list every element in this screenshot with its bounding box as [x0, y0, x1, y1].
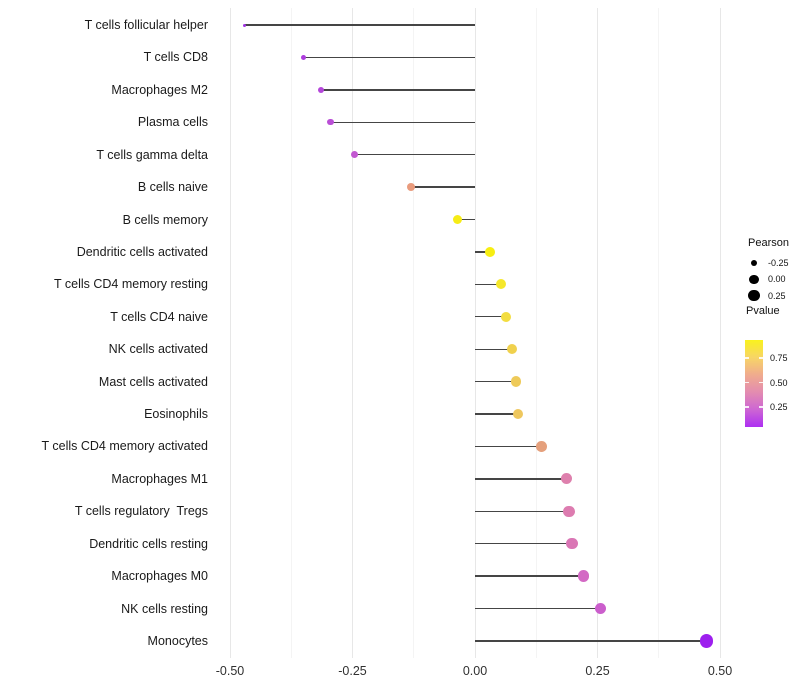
legend-size-dot	[750, 259, 758, 267]
legend-size-label: 0.00	[768, 274, 786, 285]
legend-size-label: -0.25	[768, 258, 789, 268]
data-point-dot	[317, 86, 324, 93]
lollipop-stem	[475, 607, 601, 610]
category-label: T cells follicular helper	[84, 18, 208, 32]
lollipop-stem	[475, 413, 519, 415]
lollipop-stem	[457, 218, 475, 221]
legend-size-label: 0.25	[768, 290, 786, 301]
legend-pvalue-title: Pvalue	[746, 305, 780, 317]
lollipop-stem	[475, 510, 570, 512]
pvalue-tick-label: 0.75	[770, 353, 788, 363]
legend-pearson-title: Pearson	[748, 237, 789, 249]
legend-pvalue-color: Pvalue 0.75 0.50 0.25	[742, 305, 800, 435]
lollipop-stem	[475, 575, 584, 577]
lollipop-stem	[475, 283, 501, 286]
data-point-dot	[577, 570, 589, 582]
category-label: Monocytes	[147, 633, 208, 648]
data-point-dot	[560, 473, 572, 485]
category-label: T cells CD4 memory activated	[41, 439, 209, 454]
category-label: B cells memory	[122, 212, 208, 227]
data-point-dot	[327, 119, 334, 126]
lollipop-stem	[354, 153, 475, 156]
category-label: T cells CD8	[143, 50, 208, 65]
gridline-minor	[658, 8, 660, 658]
data-point-dot	[566, 538, 578, 550]
legend-pearson-size: Pearson -0.25 0.00 0.25	[742, 237, 800, 307]
lollipop-stem	[330, 121, 475, 123]
data-point-dot	[300, 54, 307, 61]
category-label: T cells regulatory Tregs	[74, 504, 208, 519]
gridline-major	[352, 8, 353, 658]
colorbar-tick	[759, 381, 763, 384]
legend-size-dot	[749, 274, 759, 285]
data-point-dot	[243, 23, 247, 27]
x-tick-label: -0.25	[338, 664, 367, 678]
category-label: T cells gamma delta	[96, 147, 208, 162]
category-label: T cells CD4 memory resting	[54, 277, 208, 292]
x-tick-label: 0.50	[707, 664, 733, 678]
data-point-dot	[512, 408, 524, 420]
category-label: Dendritic cells resting	[89, 536, 208, 551]
data-point-dot	[500, 311, 511, 322]
colorbar-tick	[745, 406, 749, 408]
gridline-major	[229, 8, 231, 658]
data-point-dot	[407, 182, 416, 192]
category-label: Macrophages M0	[111, 569, 208, 584]
category-label: Eosinophils	[144, 407, 208, 422]
data-point-dot	[563, 505, 575, 517]
category-label: Plasma cells	[137, 115, 208, 130]
category-label: NK cells activated	[108, 342, 208, 357]
lollipop-stem	[475, 640, 707, 642]
data-point-dot	[453, 214, 463, 225]
gridline-minor	[290, 8, 292, 658]
pvalue-tick-label: 0.25	[770, 402, 788, 412]
colorbar-tick	[759, 406, 763, 408]
plot-panel	[220, 8, 736, 658]
lollipop-stem	[475, 380, 517, 383]
lollipop-stem	[475, 316, 506, 318]
category-label: Macrophages M2	[111, 82, 208, 97]
colorbar-tick	[745, 357, 749, 359]
category-label: Macrophages M1	[111, 471, 208, 486]
gridline-major	[474, 8, 476, 658]
pvalue-colorbar	[745, 340, 763, 427]
lollipop-stem	[475, 543, 573, 545]
data-point-dot	[511, 376, 522, 387]
lollipop-stem	[320, 89, 475, 91]
colorbar-tick	[745, 381, 749, 384]
data-point-dot	[495, 279, 506, 290]
lollipop-stem	[475, 251, 490, 253]
lollipop-stem	[411, 186, 475, 188]
data-point-dot	[351, 151, 359, 159]
lollipop-stem	[244, 24, 475, 26]
data-point-dot	[484, 247, 495, 257]
gridline-minor	[413, 8, 415, 658]
x-tick-label: -0.50	[215, 664, 245, 678]
gridline-minor	[535, 8, 537, 658]
gridline-major	[597, 8, 598, 658]
category-label: B cells naive	[137, 180, 208, 195]
colorbar-tick	[759, 357, 763, 359]
category-label: Dendritic cells activated	[76, 244, 208, 259]
lollipop-stem	[475, 348, 513, 350]
pvalue-tick-label: 0.50	[770, 377, 788, 388]
lollipop-stem	[475, 445, 542, 448]
x-tick-label: 0.25	[585, 664, 610, 678]
data-point-dot	[507, 344, 518, 355]
category-label: Mast cells activated	[98, 374, 208, 389]
data-point-dot	[594, 602, 607, 615]
data-point-dot	[535, 441, 547, 452]
category-label: T cells CD4 naive	[110, 309, 208, 324]
data-point-dot	[700, 634, 714, 648]
legend-size-dot	[748, 289, 760, 302]
x-tick-label: 0.00	[462, 664, 488, 678]
category-label: NK cells resting	[121, 601, 208, 616]
lollipop-stem	[303, 56, 475, 59]
gridline-major	[719, 8, 721, 658]
lollipop-stem	[475, 478, 567, 480]
